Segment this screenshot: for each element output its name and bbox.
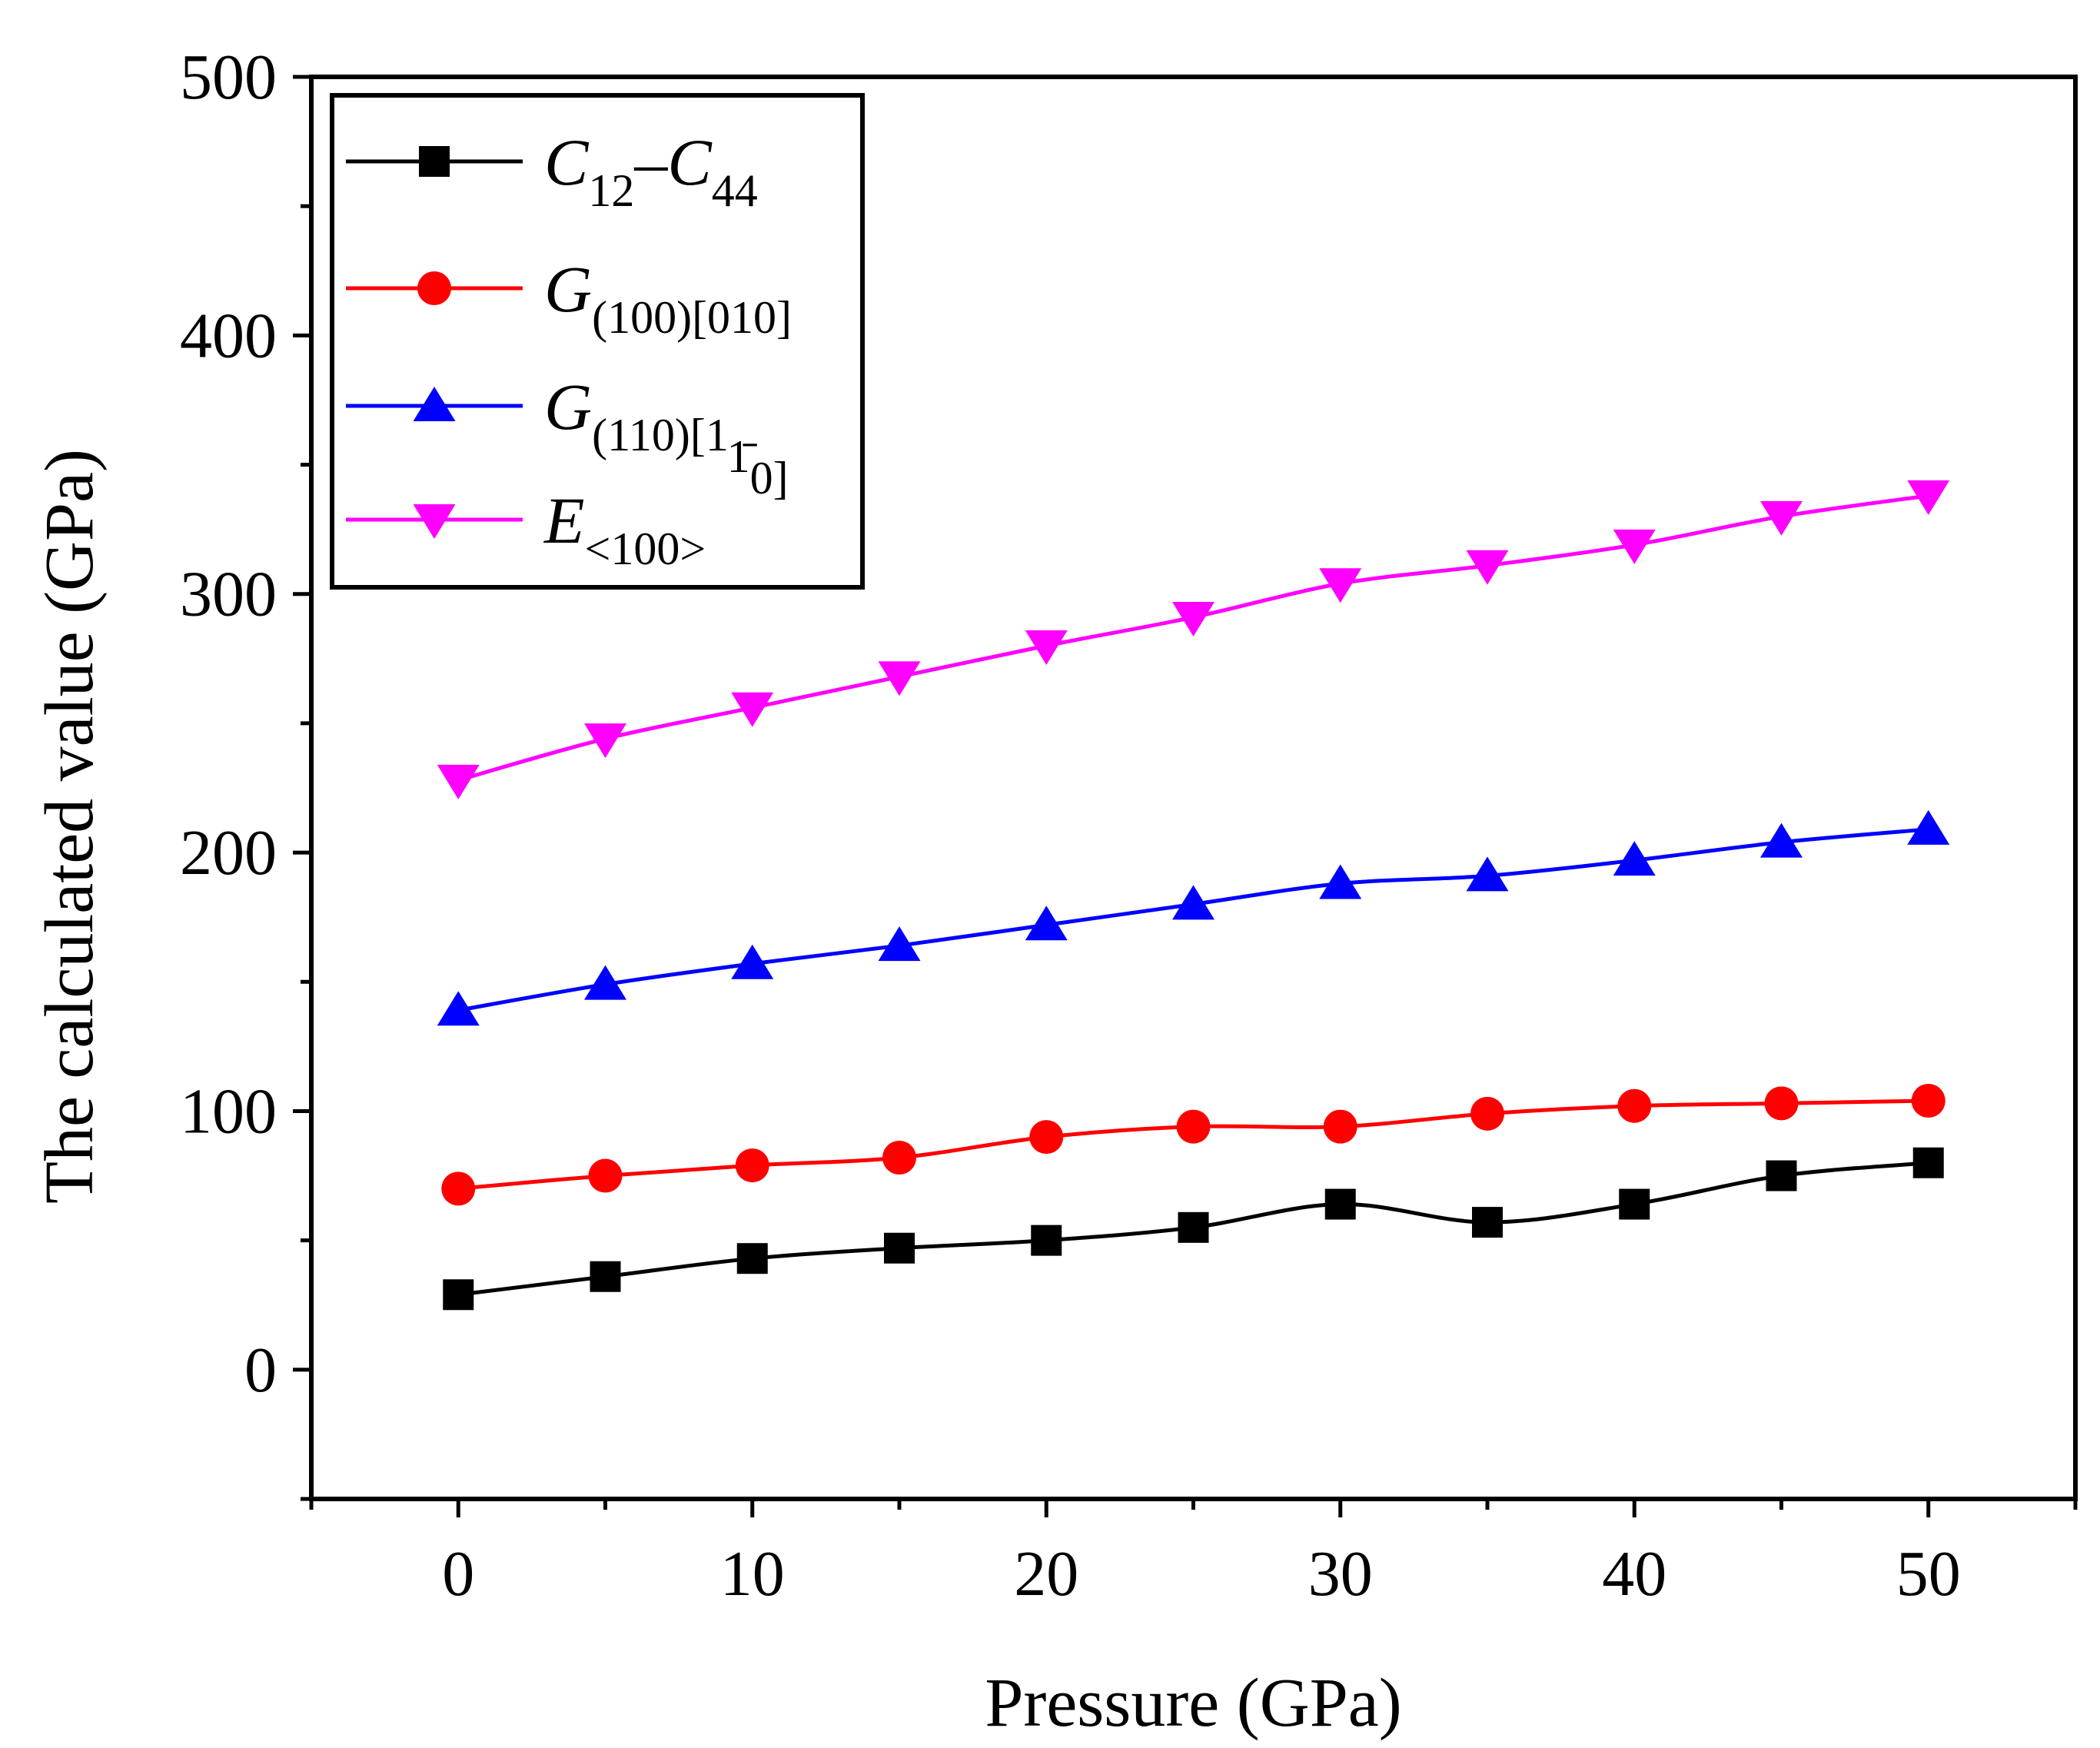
data-point-circle: [882, 1141, 916, 1175]
data-point-square: [884, 1232, 915, 1264]
series-circle: [441, 1084, 1945, 1206]
data-point-square: [1178, 1211, 1209, 1243]
data-point-circle: [1617, 1088, 1652, 1123]
y-tick-label: 0: [244, 1334, 277, 1406]
x-axis: 0 10 20 30 40 50: [309, 1499, 2078, 1610]
data-point-circle: [1029, 1120, 1064, 1155]
data-point-triangle-up: [1760, 822, 1803, 858]
legend-item: E<100>: [346, 484, 706, 574]
x-tick-label: 40: [1602, 1538, 1666, 1610]
data-point-square: [1324, 1188, 1356, 1220]
x-tick-label: 30: [1308, 1538, 1373, 1610]
legend-subscript: (100)[010]: [592, 292, 792, 343]
series-square: [443, 1147, 1944, 1311]
legend-item: C12–C44: [346, 125, 758, 216]
data-point-triangle-up: [1907, 809, 1950, 845]
y-tick-label: 500: [180, 42, 277, 113]
data-point-circle: [417, 271, 451, 305]
legend-subscript: <100>: [585, 523, 706, 574]
data-point-circle: [1911, 1084, 1945, 1118]
data-point-triangle-down: [437, 764, 480, 799]
y-tick-label: 100: [180, 1075, 277, 1147]
data-point-square: [1472, 1207, 1503, 1238]
data-point-triangle-down: [1172, 602, 1214, 636]
data-point-circle: [1764, 1086, 1799, 1121]
data-point-circle: [1176, 1109, 1211, 1144]
legend-item: G(100)[010]: [346, 252, 792, 343]
data-point-square: [419, 146, 450, 177]
data-point-triangle-up: [437, 991, 480, 1026]
data-point-triangle-down: [1907, 480, 1950, 515]
series-line: [457, 827, 1929, 1012]
data-point-triangle-down: [731, 692, 774, 727]
legend-subscript: 0]: [750, 453, 789, 503]
data-point-triangle-down: [878, 661, 921, 696]
x-axis-title: Pressure (GPa): [985, 1665, 1401, 1741]
data-point-circle: [441, 1171, 476, 1206]
y-tick-label: 400: [180, 300, 277, 371]
data-point-square: [1766, 1160, 1797, 1191]
data-point-square: [443, 1279, 474, 1311]
data-point-triangle-up: [878, 926, 921, 962]
data-point-square: [1031, 1225, 1062, 1256]
data-point-triangle-up: [584, 965, 626, 1000]
legend-symbol: G: [544, 370, 592, 444]
data-point-triangle-down: [1025, 630, 1068, 665]
data-point-circle: [1470, 1096, 1504, 1131]
data-point-square: [590, 1261, 621, 1292]
legend-subscript: (110)[1: [592, 410, 727, 460]
legend-label: C12–C44: [544, 125, 758, 216]
y-axis: 0 100 200 300 400 500: [180, 42, 311, 1501]
legend-label: G(100)[010]: [544, 252, 792, 343]
data-point-triangle-down: [584, 723, 626, 759]
y-tick-label: 200: [180, 817, 277, 889]
data-point-circle: [735, 1148, 769, 1183]
data-point-triangle-down: [1613, 529, 1656, 564]
y-tick-label: 300: [180, 559, 277, 630]
legend-symbol: –C: [633, 125, 713, 199]
x-tick-label: 20: [1014, 1538, 1078, 1610]
data-point-triangle-down: [1319, 568, 1362, 603]
legend-subscript: 12: [588, 165, 634, 216]
legend-symbol: E: [543, 484, 585, 557]
data-point-square: [736, 1243, 768, 1274]
x-tick-label: 0: [442, 1538, 474, 1610]
data-point-circle: [1323, 1109, 1357, 1144]
data-point-triangle-up: [1613, 841, 1656, 876]
data-point-circle: [588, 1158, 623, 1193]
legend-symbol: C: [544, 125, 590, 199]
x-tick-label: 50: [1896, 1538, 1961, 1610]
data-point-square: [1912, 1147, 1944, 1178]
legend-subscript: 44: [712, 165, 758, 216]
data-point-triangle-up: [1466, 856, 1509, 892]
data-point-triangle-down: [1760, 500, 1803, 536]
data-point-square: [1619, 1188, 1650, 1220]
data-point-triangle-up: [1025, 906, 1068, 941]
x-tick-label: 10: [720, 1538, 785, 1610]
series-triangle-down: [437, 480, 1950, 799]
legend-symbol: G: [544, 252, 592, 326]
data-point-triangle-up: [413, 387, 456, 421]
legend-label: E<100>: [543, 484, 706, 574]
series-layer: [437, 480, 1950, 1311]
data-point-triangle-up: [1319, 864, 1362, 899]
data-point-triangle-down: [413, 504, 456, 539]
data-point-triangle-down: [1466, 550, 1509, 585]
series-triangle-up: [437, 809, 1950, 1026]
data-point-triangle-up: [731, 944, 774, 979]
y-axis-title: The calculated value (GPa): [32, 449, 108, 1204]
data-point-triangle-up: [1172, 885, 1214, 920]
